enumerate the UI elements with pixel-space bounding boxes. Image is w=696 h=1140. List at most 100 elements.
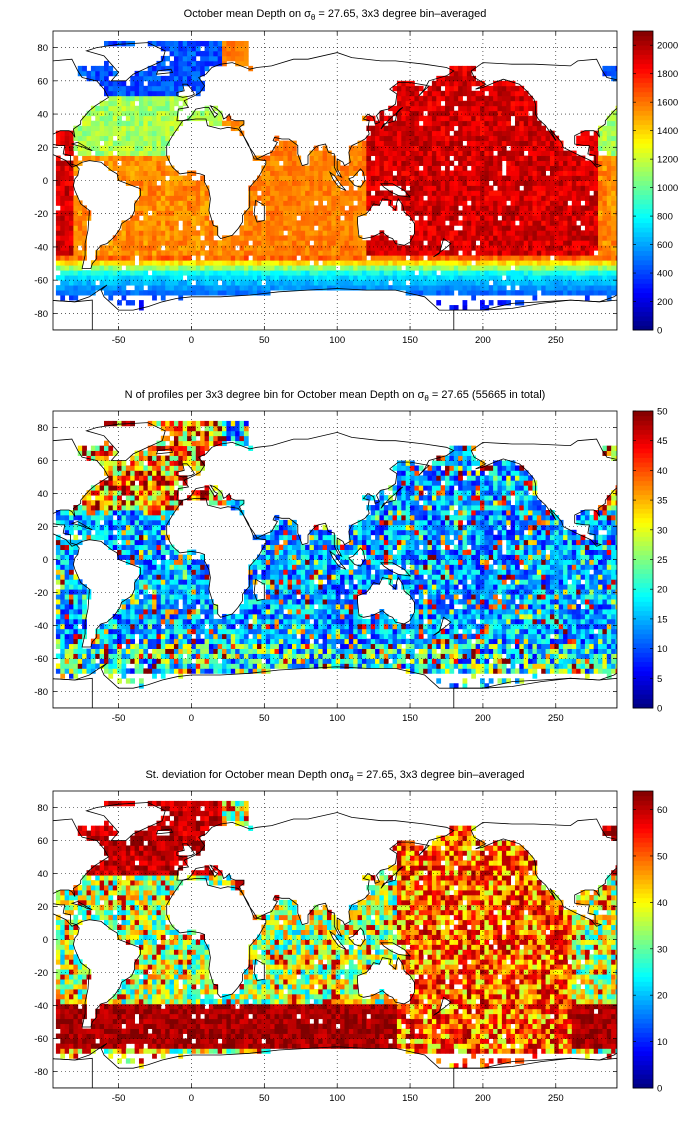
heatmap-cell	[423, 270, 428, 276]
heatmap-cell	[558, 235, 564, 241]
heatmap-cell	[326, 230, 332, 236]
heatmap-cell	[265, 160, 271, 166]
heatmap-cell	[414, 280, 420, 286]
heatmap-cell	[86, 668, 92, 674]
heatmap-cell	[292, 190, 297, 196]
heatmap-cell	[493, 235, 498, 241]
heatmap-cell	[348, 230, 354, 236]
heatmap-cell	[449, 265, 455, 271]
heatmap-cell	[410, 210, 415, 216]
heatmap-cell	[182, 255, 188, 261]
heatmap-cell	[528, 205, 533, 211]
heatmap-cell	[589, 205, 595, 211]
heatmap-cell	[156, 175, 162, 181]
heatmap-cell	[104, 455, 109, 461]
heatmap-cell	[108, 270, 114, 276]
heatmap-cell	[410, 240, 415, 246]
heatmap-cell	[60, 628, 66, 635]
heatmap-cell	[104, 155, 109, 161]
heatmap-cell	[370, 245, 376, 251]
heatmap-cell	[108, 260, 114, 266]
heatmap-cell	[261, 275, 267, 281]
heatmap-cell	[563, 210, 568, 216]
heatmap-cell	[64, 140, 70, 147]
heatmap-cell	[322, 240, 328, 246]
colorbar-step	[633, 143, 653, 149]
heatmap-cell	[130, 495, 136, 501]
heatmap-cell	[510, 185, 516, 191]
heatmap-cell	[545, 175, 551, 181]
heatmap-cell	[440, 290, 446, 296]
heatmap-cell	[580, 205, 586, 211]
heatmap-cell	[134, 160, 140, 166]
heatmap-cell	[86, 130, 92, 137]
heatmap-cell	[165, 45, 170, 52]
heatmap-cell	[532, 150, 538, 156]
heatmap-cell	[506, 230, 512, 236]
colorbar-step	[633, 278, 653, 284]
heatmap-cell	[208, 265, 214, 271]
heatmap-cell	[200, 220, 205, 226]
heatmap-cell	[418, 155, 424, 161]
heatmap-cell	[86, 275, 92, 281]
heatmap-cell	[178, 285, 184, 291]
heatmap-cell	[204, 285, 210, 291]
heatmap-cell	[602, 135, 608, 142]
heatmap-cell	[541, 135, 546, 142]
heatmap-cell	[191, 205, 197, 211]
heatmap-cell	[178, 275, 184, 281]
heatmap-cell	[554, 235, 560, 241]
heatmap-cell	[112, 145, 118, 151]
heatmap-cell	[440, 150, 446, 156]
heatmap-cell	[431, 270, 437, 276]
heatmap-cell	[265, 265, 271, 271]
heatmap-cell	[138, 663, 144, 669]
heatmap-cell	[125, 500, 131, 506]
heatmap-cell	[558, 190, 564, 196]
heatmap-cell	[73, 599, 79, 605]
heatmap-cell	[156, 235, 162, 241]
heatmap-cell	[510, 170, 516, 176]
heatmap-cell	[191, 275, 197, 281]
heatmap-cell	[501, 145, 507, 151]
heatmap-cell	[292, 240, 297, 246]
heatmap-cell	[322, 230, 328, 236]
heatmap-cell	[598, 155, 603, 161]
heatmap-cell	[55, 534, 61, 541]
heatmap-cell	[112, 544, 118, 550]
heatmap-cell	[431, 230, 437, 236]
heatmap-cell	[453, 235, 459, 241]
heatmap-cell	[484, 85, 490, 92]
heatmap-cell	[357, 265, 363, 271]
heatmap-cell	[60, 653, 66, 659]
heatmap-cell	[64, 205, 70, 211]
heatmap-cell	[536, 270, 542, 276]
heatmap-cell	[309, 255, 315, 261]
heatmap-cell	[108, 638, 114, 645]
heatmap-cell	[239, 40, 245, 47]
heatmap-cell	[506, 165, 512, 171]
heatmap-cell	[405, 200, 411, 206]
heatmap-cell	[580, 180, 586, 186]
heatmap-cell	[160, 165, 166, 171]
heatmap-cell	[379, 160, 385, 166]
heatmap-cell	[270, 215, 275, 221]
heatmap-cell	[117, 668, 122, 674]
heatmap-cell	[554, 250, 560, 256]
heatmap-cell	[243, 240, 249, 246]
heatmap-cell	[611, 195, 616, 201]
heatmap-cell	[611, 120, 616, 127]
heatmap-cell	[571, 260, 577, 266]
colorbar-step	[633, 138, 653, 144]
heatmap-cell	[497, 145, 503, 151]
heatmap-cell	[90, 524, 96, 531]
heatmap-cell	[178, 280, 184, 286]
heatmap-cell	[147, 225, 153, 231]
heatmap-cell	[143, 130, 149, 137]
heatmap-cell	[152, 190, 157, 196]
heatmap-cell	[427, 215, 433, 221]
heatmap-cell	[431, 150, 437, 156]
heatmap-cell	[108, 250, 114, 256]
heatmap-cell	[366, 125, 372, 132]
heatmap-cell	[173, 265, 179, 271]
